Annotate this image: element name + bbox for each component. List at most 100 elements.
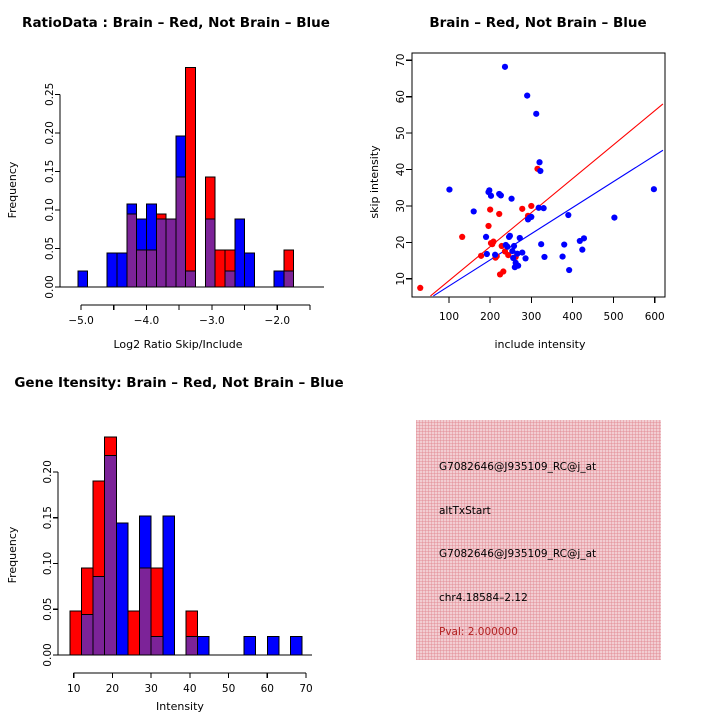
panel-gene-intensity-histogram: Gene Itensity: Brain – Red, Not Brain – … <box>0 360 360 720</box>
ratio-hist-ytick-label: 0.15 <box>44 160 56 183</box>
scatter-point <box>482 233 490 241</box>
scatter-point <box>501 63 509 70</box>
gene-hist-bar-overlap <box>104 454 117 656</box>
panel-scatter-plot: Brain – Red, Not Brain – Blue 10 20 30 40 50… <box>360 0 720 360</box>
ratio-hist-bar-overlap <box>145 249 157 288</box>
ratio-hist-xtick-label: −2.0 <box>265 315 291 327</box>
gene-hist-bar-red <box>69 610 82 656</box>
scatter-axes: 10 20 30 40 50 60 70 100 200 300 400 500 600 <box>395 54 665 323</box>
scatter-point <box>566 266 573 274</box>
ratio-hist-ytick-label: 0.10 <box>44 198 56 221</box>
scatter-point <box>519 205 526 212</box>
scatter-point <box>533 110 540 117</box>
scatter-point <box>580 235 588 242</box>
gene-hist-ytick-label: 0.20 <box>42 460 54 483</box>
scatter-point <box>528 213 535 220</box>
scatter-xlabel: include intensity <box>494 338 586 351</box>
scatter-fit-line <box>430 103 664 297</box>
gene-hist-xtick-label: 20 <box>106 683 119 695</box>
gene-hist-xtick-label: 30 <box>144 683 157 695</box>
gene-hist-xtick-label: 70 <box>299 683 312 695</box>
scatter-xtick-label: 100 <box>439 311 459 323</box>
scatter-xtick-label: 400 <box>562 311 582 323</box>
scatter-point <box>537 167 544 175</box>
scatter-point <box>510 254 517 262</box>
ratio-hist-xtick-label: −5.0 <box>68 315 94 327</box>
ratio-hist-axes: 0.00 0.05 0.10 0.15 0.20 0.25 −5.0 −4.0 −3.0 −2.0 <box>44 83 324 327</box>
scatter-point <box>486 187 493 194</box>
scatter-point <box>487 206 494 213</box>
gene-hist-axes: 0.00 0.05 0.10 0.15 0.20 10 20 30 40 50 60 70 <box>42 460 313 695</box>
scatter-point <box>496 210 503 218</box>
gene-hist-xtick-label: 60 <box>261 683 274 695</box>
gene-hist-ytick-label: 0.10 <box>42 552 54 575</box>
ratio-hist-bar-overlap <box>204 218 216 288</box>
ratio-hist-bar-overlap <box>136 249 147 288</box>
scatter-point <box>505 252 512 259</box>
gene-hist-bar-blue <box>266 636 280 656</box>
scatter-point <box>491 251 499 258</box>
scatter-point <box>516 234 523 242</box>
gene-hist-ytick-label: 0.15 <box>42 506 54 529</box>
scatter-point <box>522 255 529 262</box>
scatter-point <box>540 205 547 212</box>
scatter-point <box>611 214 618 221</box>
scatter-point <box>650 186 657 193</box>
ratio-hist-ytick-label: 0.25 <box>44 83 56 106</box>
ratio-hist-xtick-label: −4.0 <box>134 315 160 327</box>
scatter-title: Brain – Red, Not Brain – Blue <box>429 15 646 31</box>
gene-hist-xtick-label: 40 <box>183 683 196 695</box>
scatter-point <box>504 243 511 250</box>
gene-info-box: G7082646@J935109_RC@j_at altTxStart G708… <box>416 420 661 660</box>
scatter-point <box>528 202 535 210</box>
ratio-hist-bar-overlap <box>224 270 236 288</box>
gene-hist-bar-blue <box>243 636 257 656</box>
ratio-hist-bar-red <box>214 249 226 288</box>
gene-hist-bars <box>69 436 303 656</box>
ratio-hist-ytick-label: 0.00 <box>44 275 56 298</box>
info-probe-id-secondary: G7082646@J935109_RC@j_at <box>439 548 597 560</box>
scatter-ylabel: skip intensity <box>368 145 381 219</box>
panel-ratio-histogram: RatioData : Brain – Red, Not Brain – Blu… <box>0 0 360 360</box>
ratio-hist-xlabel: Log2 Ratio Skip/Include <box>113 338 242 351</box>
ratio-hist-bar-blue <box>106 252 118 288</box>
gene-hist-xtick-label: 10 <box>67 683 80 695</box>
scatter-point <box>536 159 543 166</box>
scatter-point <box>541 253 548 261</box>
scatter-point <box>487 192 495 199</box>
gene-hist-bar-overlap <box>139 567 152 656</box>
scatter-point <box>559 253 566 260</box>
gene-hist-title: Gene Itensity: Brain – Red, Not Brain – … <box>14 375 343 391</box>
gene-hist-bar-overlap <box>80 614 94 656</box>
scatter-point <box>535 204 542 211</box>
ratio-hist-bar-blue <box>116 252 128 288</box>
ratio-hist-xtick-label: −3.0 <box>199 315 225 327</box>
gene-hist-bar-overlap <box>92 575 106 656</box>
gene-hist-xtick-label: 50 <box>222 683 235 695</box>
ratio-hist-bar-blue <box>244 252 255 288</box>
scatter-point <box>510 242 518 250</box>
ratio-hist-bar-blue <box>234 218 246 288</box>
scatter-point <box>478 252 485 259</box>
scatter-frame <box>411 52 666 298</box>
scatter-point <box>514 250 521 257</box>
scatter-point <box>515 262 522 269</box>
scatter-point <box>459 233 466 241</box>
scatter-point <box>538 241 545 248</box>
scatter-point <box>509 248 516 255</box>
ratio-hist-bar-blue <box>273 270 285 288</box>
info-probe-id-primary: G7082646@J935109_RC@j_at <box>439 461 597 473</box>
scatter-point <box>508 195 515 202</box>
scatter-ytick-label: 50 <box>395 126 407 139</box>
ratio-hist-bar-overlap <box>126 213 138 288</box>
scatter-point <box>500 268 507 275</box>
ratio-hist-bar-red <box>185 66 197 288</box>
ratio-hist-bar-overlap <box>283 270 295 288</box>
ratio-hist-bar-blue <box>77 270 89 288</box>
scatter-fit-line <box>433 149 664 297</box>
gene-hist-bar-blue <box>162 515 175 656</box>
gene-hist-xlabel: Intensity <box>156 700 204 713</box>
scatter-point <box>565 211 572 219</box>
gene-hist-bar-overlap <box>185 636 199 656</box>
